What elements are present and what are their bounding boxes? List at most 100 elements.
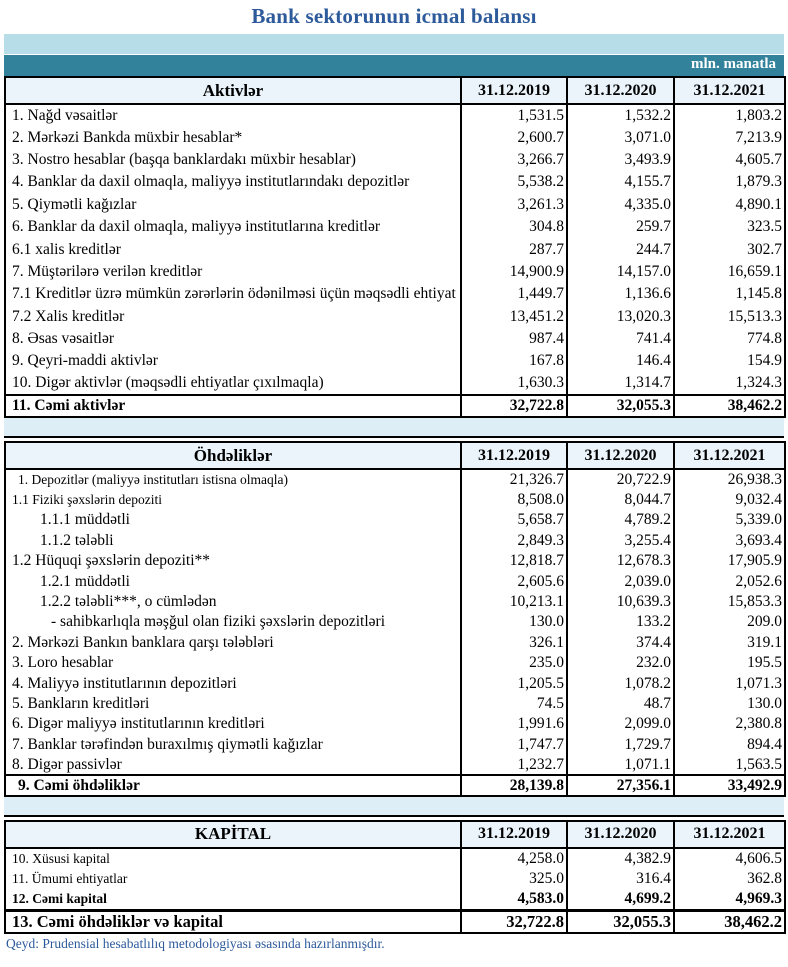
table-row: 4. Maliyyə institutlarının depozitləri 1,…	[5, 673, 785, 694]
table-row: 5. Qiymətli kağızlar 3,261.3 4,335.0 4,890.…	[5, 193, 785, 216]
value-cell: 1,205.5	[460, 673, 567, 694]
value-cell: 4,155.7	[566, 171, 674, 194]
value-cell: 323.5	[673, 215, 785, 239]
value-cell: 4,789.2	[566, 510, 674, 531]
value-cell: 3,071.0	[566, 126, 674, 149]
value-cell: 9,032.4	[673, 489, 785, 511]
table-row: 7.1 Kreditlər üzrə mümkün zərərlərin ödə…	[5, 283, 785, 306]
row-label: 3. Nostro hesablar (başqa banklardakı mü…	[12, 150, 356, 168]
value-cell: 1,145.8	[673, 283, 785, 306]
section-header: KAPİTAL	[194, 824, 272, 844]
row-label: 5. Bankların kreditləri	[12, 694, 150, 712]
table-row: 6. Digər maliyyə institutlarının kreditl…	[5, 714, 785, 735]
balance-table: KAPİTAL 31.12.2019 31.12.2020 31.12.2021…	[4, 819, 786, 935]
row-label: 1.2.1 müddətli	[40, 572, 130, 590]
value-cell: 3,261.3	[460, 193, 567, 216]
balance-table: Öhdəliklər 31.12.2019 31.12.2020 31.12.2…	[4, 441, 786, 797]
footnote: Qeyd: Prudensial hesabatlılıq metodologi…	[6, 936, 385, 952]
column-header: 31.12.2020	[566, 77, 674, 104]
row-label: 1.1.1 müddətli	[40, 511, 130, 529]
value-cell: 209.0	[673, 612, 785, 633]
value-cell: 8,508.0	[460, 489, 567, 511]
row-label: 4. Maliyyə institutlarının depozitləri	[12, 674, 237, 692]
value-cell: 13,451.2	[460, 305, 567, 328]
value-cell: 894.4	[673, 734, 785, 755]
table-row: 2. Mərkəzi Bankın banklara qarşı tələblə…	[5, 632, 785, 653]
row-label: - sahibkarlıqla məşğul olan fiziki şəxsl…	[51, 613, 386, 631]
value-cell: 146.4	[566, 350, 674, 373]
row-label: 2. Mərkəzi Bankın banklara qarşı tələblə…	[12, 633, 274, 651]
value-cell: 17,905.9	[673, 551, 785, 572]
balance-table: Aktivlər 31.12.2019 31.12.2020 31.12.202…	[4, 76, 786, 419]
table-row: 11. Cəmi aktivlər 32,722.8 32,055.3 38,462.…	[5, 395, 785, 418]
section-header: Öhdəliklər	[193, 445, 273, 465]
value-cell: 13,020.3	[566, 305, 674, 328]
table-row: 4. Banklar da daxil olmaqla, maliyyə ins…	[5, 171, 785, 194]
table-row: 8. Əsas vəsaitlər 987.4 741.4 774.8	[5, 327, 785, 351]
table-row: 1.1.2 tələbli 2,849.3 3,255.4 3,693.4	[5, 530, 785, 552]
table-row: 7. Müştərilərə verilən kreditlər 14,900.9…	[5, 260, 785, 284]
value-cell: 12,678.3	[566, 551, 674, 572]
unit-label: mln. manatla	[690, 56, 776, 72]
value-cell: 20,722.9	[566, 469, 674, 490]
value-cell: 1,078.2	[566, 673, 674, 694]
row-label: 10. Xüsusi kapital	[12, 850, 110, 866]
value-cell: 16,659.1	[673, 260, 785, 284]
column-header: 31.12.2019	[460, 77, 567, 104]
value-cell: 5,538.2	[460, 171, 567, 194]
column-header: 31.12.2019	[460, 820, 567, 848]
value-cell: 26,938.3	[673, 469, 785, 490]
value-cell: 3,493.9	[566, 148, 674, 172]
table-row: 6. Banklar da daxil olmaqla, maliyyə ins…	[5, 215, 785, 239]
value-cell: 374.4	[566, 632, 674, 653]
value-cell: 235.0	[460, 652, 567, 674]
table-row: 10. Xüsusi kapital 4,258.0 4,382.9 4,606.5	[5, 847, 785, 869]
value-cell: 10,639.3	[566, 591, 674, 613]
value-cell: 4,335.0	[566, 193, 674, 216]
value-cell: 232.0	[566, 652, 674, 674]
value-cell: 27,356.1	[566, 775, 674, 796]
table-row: 1.2 Hüquqi şəxslərin depoziti** 12,818.7 1…	[5, 551, 785, 572]
value-cell: 1,136.6	[566, 283, 674, 306]
value-cell: 1,324.3	[673, 372, 785, 396]
row-label: 9. Qeyri-maddi aktivlər	[12, 352, 158, 370]
value-cell: 319.1	[673, 632, 785, 653]
table-row: 9. Cəmi öhdəliklər 28,139.8 27,356.1 33,492…	[5, 775, 785, 796]
value-cell: 133.2	[566, 612, 674, 633]
table-row: 11. Ümumi ehtiyatlar 325.0 316.4 362.8	[5, 868, 785, 890]
row-label: 8. Əsas vəsaitlər	[12, 330, 115, 348]
value-cell: 4,606.5	[673, 847, 785, 869]
row-label: 6. Banklar da daxil olmaqla, maliyyə ins…	[12, 218, 381, 236]
table-row: 1.1.1 müddətli 5,658.7 4,789.2 5,339.0	[5, 510, 785, 531]
row-label: 6.1 xalis kreditlər	[12, 240, 121, 258]
row-label: 1.1.2 tələbli	[40, 531, 114, 549]
value-cell: 38,462.2	[673, 910, 785, 934]
report-page: Bank sektorunun icmal balansı mln. manat…	[0, 4, 788, 952]
table-row: - sahibkarlıqla məşğul olan fiziki şəxsl…	[5, 612, 785, 633]
value-cell: 15,513.3	[673, 305, 785, 328]
value-cell: 302.7	[673, 238, 785, 261]
row-label: 5. Qiymətli kağızlar	[12, 195, 137, 213]
value-cell: 195.5	[673, 652, 785, 674]
value-cell: 1,747.7	[460, 734, 567, 755]
row-label: 7.1 Kreditlər üzrə mümkün zərərlərin ödə…	[12, 285, 456, 303]
column-header: 31.12.2021	[673, 442, 785, 470]
value-cell: 316.4	[566, 868, 674, 890]
table-row: 1. Nağd vəsaitlər 1,531.5 1,532.2 1,803.2	[5, 104, 785, 127]
value-cell: 130.0	[673, 693, 785, 715]
value-cell: 4,258.0	[460, 847, 567, 869]
row-label: 12. Cəmi kapital	[12, 891, 107, 907]
value-cell: 259.7	[566, 215, 674, 239]
row-label: 13. Cəmi öhdəliklər və kapital	[12, 912, 223, 932]
row-label: 8. Digər passivlər	[12, 755, 122, 773]
row-label: 1. Nağd vəsaitlər	[12, 106, 118, 124]
value-cell: 326.1	[460, 632, 567, 653]
value-cell: 2,039.0	[566, 571, 674, 592]
value-cell: 14,900.9	[460, 260, 567, 284]
column-header: 31.12.2020	[566, 820, 674, 848]
value-cell: 32,055.3	[566, 395, 674, 418]
row-label: 1. Depozitlər (maliyyə institutları isti…	[18, 472, 288, 488]
row-label: 7. Banklar tərəfindən buraxılmış qiymətl…	[12, 735, 323, 753]
value-cell: 8,044.7	[566, 489, 674, 511]
value-cell: 5,658.7	[460, 510, 567, 531]
